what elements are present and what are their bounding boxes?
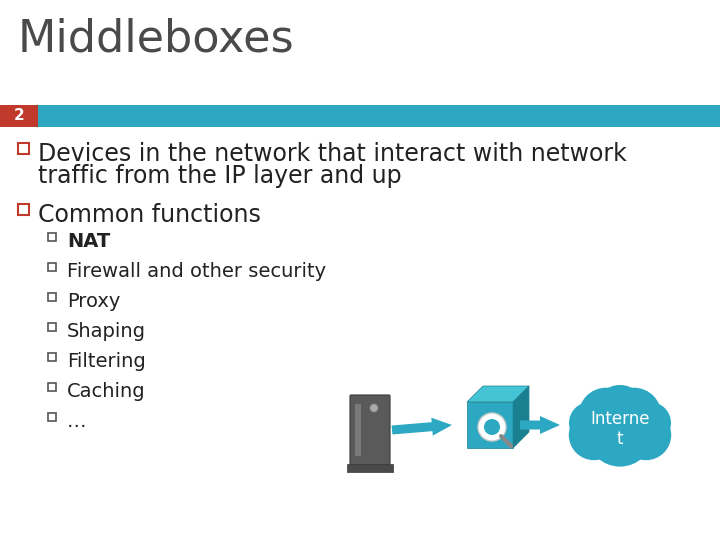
- FancyBboxPatch shape: [467, 402, 513, 448]
- Text: Proxy: Proxy: [67, 292, 120, 311]
- Circle shape: [484, 419, 500, 435]
- Text: NAT: NAT: [67, 232, 110, 251]
- Polygon shape: [392, 418, 452, 436]
- FancyBboxPatch shape: [347, 464, 393, 472]
- Circle shape: [594, 385, 646, 437]
- Text: 2: 2: [14, 109, 24, 124]
- Text: traffic from the IP layer and up: traffic from the IP layer and up: [38, 164, 402, 188]
- Text: Shaping: Shaping: [67, 322, 146, 341]
- FancyBboxPatch shape: [0, 105, 38, 127]
- Circle shape: [569, 402, 611, 444]
- Polygon shape: [520, 416, 560, 434]
- FancyBboxPatch shape: [350, 395, 390, 465]
- Circle shape: [586, 400, 654, 467]
- Text: Devices in the network that interact with network: Devices in the network that interact wit…: [38, 142, 626, 166]
- Text: Filtering: Filtering: [67, 352, 145, 371]
- Circle shape: [478, 413, 506, 441]
- Circle shape: [569, 410, 619, 460]
- Circle shape: [607, 388, 661, 442]
- Circle shape: [621, 410, 671, 460]
- Polygon shape: [513, 386, 529, 448]
- Text: Interne
t: Interne t: [590, 410, 649, 448]
- Circle shape: [629, 402, 671, 444]
- Text: Firewall and other security: Firewall and other security: [67, 262, 326, 281]
- Circle shape: [579, 388, 634, 442]
- Polygon shape: [467, 386, 529, 402]
- Text: Common functions: Common functions: [38, 203, 261, 227]
- Text: Middleboxes: Middleboxes: [18, 18, 294, 61]
- Text: Caching: Caching: [67, 382, 145, 401]
- Text: …: …: [67, 412, 86, 431]
- FancyBboxPatch shape: [355, 404, 361, 456]
- FancyBboxPatch shape: [38, 105, 720, 127]
- Circle shape: [370, 404, 378, 412]
